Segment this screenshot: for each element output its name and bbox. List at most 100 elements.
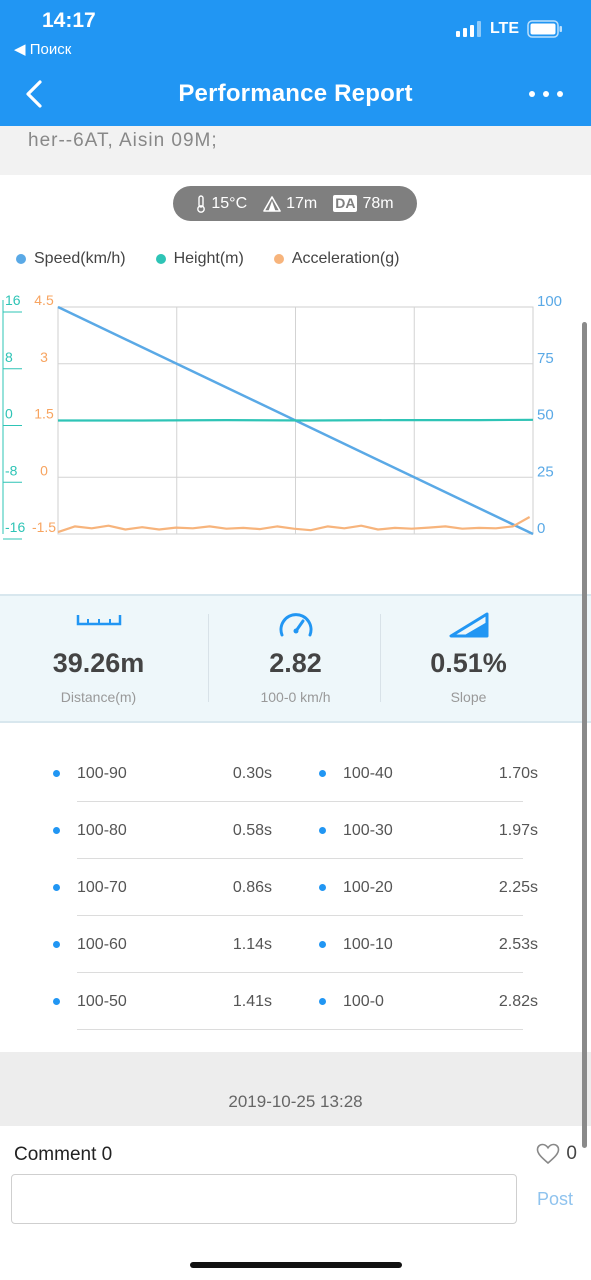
network-type: LTE <box>489 20 519 37</box>
divider <box>277 801 523 802</box>
legend-item-height: Height(m) <box>155 250 244 268</box>
page-title: Performance Report <box>178 80 413 107</box>
bullet-icon <box>319 941 326 948</box>
post-button[interactable]: Post <box>537 1189 574 1209</box>
divider <box>277 915 523 916</box>
legend-label: Speed(km/h) <box>34 250 126 267</box>
like-count: 0 <box>566 1143 577 1164</box>
speedometer-icon <box>279 613 312 637</box>
status-time: 14:17 <box>42 9 96 32</box>
height-axis-tick-label: 16 <box>5 292 21 308</box>
vehicle-info-band: her--6AT, Aisin 09M; <box>0 126 591 175</box>
divider <box>208 614 209 702</box>
split-time: 1.41s <box>232 992 272 1010</box>
accel-axis-tick-label: -1.5 <box>32 519 56 535</box>
metric-distance: 39.26m Distance(m) <box>0 596 197 725</box>
legend-dot <box>273 254 284 264</box>
more-options-button[interactable] <box>529 88 563 100</box>
back-arrow-icon[interactable] <box>20 78 50 110</box>
signal-icon <box>455 21 481 37</box>
split-time: 0.58s <box>232 821 272 839</box>
comment-input[interactable] <box>11 1174 517 1224</box>
speed-axis-tick-label: 75 <box>537 350 554 367</box>
series-line-accel <box>57 516 531 534</box>
chart-legend: Speed(km/h) Height(m) Acceleration(g) <box>16 250 429 268</box>
divider <box>77 972 277 973</box>
status-indicators: LTE <box>455 20 563 38</box>
split-time: 1.70s <box>498 764 538 782</box>
bullet-icon <box>319 998 326 1005</box>
report-timestamp: 2019-10-25 13:28 <box>228 1092 363 1111</box>
performance-chart: 16 8 0 -8 -16 4.5 3 1.5 0 -1.5 100 75 50 25 0 <box>2 292 562 540</box>
speed-axis-tick-label: 50 <box>537 407 554 424</box>
legend-dot <box>155 254 166 264</box>
bullet-icon <box>53 884 60 891</box>
accel-axis-tick-label: 4.5 <box>34 292 54 308</box>
home-indicator[interactable] <box>190 1262 402 1268</box>
split-time: 1.97s <box>498 821 538 839</box>
height-axis-tick-label: -16 <box>5 519 25 535</box>
split-label: 100-10 <box>343 935 393 953</box>
distance-label: Distance(m) <box>60 689 137 705</box>
bullet-icon <box>319 827 326 834</box>
series-line-height <box>58 418 534 422</box>
divider <box>77 915 277 916</box>
density-altitude-badge: DA <box>333 195 358 212</box>
like-button[interactable]: 0 <box>536 1143 577 1165</box>
density-altitude-value: 78m <box>362 194 394 212</box>
accel-axis-tick-label: 0 <box>40 462 48 478</box>
split-label: 100-60 <box>77 935 127 953</box>
accel-axis-tick-label: 3 <box>40 349 48 365</box>
bullet-icon <box>53 770 60 777</box>
more-dot-icon <box>557 91 563 97</box>
more-dot-icon <box>543 91 549 97</box>
split-label: 100-80 <box>77 821 127 839</box>
more-dot-icon <box>529 91 535 97</box>
speed-axis-tick-label: 100 <box>537 293 562 310</box>
legend-dot <box>16 254 26 264</box>
time-label: 100-0 km/h <box>260 689 331 705</box>
conditions-pill: 15°C 17m DA 78m <box>173 186 417 221</box>
slope-icon <box>449 612 488 638</box>
temperature-value: 15°C <box>211 194 248 212</box>
ruler-icon <box>76 615 121 626</box>
divider <box>77 858 277 859</box>
bullet-icon <box>319 884 326 891</box>
legend-label: Acceleration(g) <box>291 250 400 267</box>
comment-count: Comment 0 <box>14 1144 113 1165</box>
bullet-icon <box>53 998 60 1005</box>
metric-time: 2.82 100-0 km/h <box>197 596 394 725</box>
legend-label: Height(m) <box>173 250 244 267</box>
accel-axis-tick-label: 1.5 <box>34 406 54 422</box>
split-time: 0.30s <box>232 764 272 782</box>
metrics-band: 39.26m Distance(m) 2.82 100-0 km/h 0.51%… <box>0 594 591 723</box>
divider <box>277 858 523 859</box>
split-time: 2.82s <box>498 992 538 1010</box>
split-label: 100-40 <box>343 764 393 782</box>
split-label: 100-30 <box>343 821 393 839</box>
bullet-icon <box>319 770 326 777</box>
scrollbar[interactable] <box>582 322 587 1148</box>
slope-value: 0.51% <box>430 648 507 678</box>
divider <box>77 801 277 802</box>
speed-axis-tick-label: 25 <box>537 463 554 480</box>
divider <box>380 614 381 702</box>
height-axis-tick-label: 8 <box>5 349 13 365</box>
divider <box>277 972 523 973</box>
split-label: 100-20 <box>343 878 393 896</box>
legend-item-speed: Speed(km/h) <box>16 250 126 268</box>
app-header: 14:17 ◀ Поиск LTE Performance Report <box>0 0 591 126</box>
speed-axis-tick-label: 0 <box>537 520 545 537</box>
split-label: 100-90 <box>77 764 127 782</box>
vehicle-model-text: her--6AT, Aisin 09M; <box>28 130 218 151</box>
time-value: 2.82 <box>269 648 322 678</box>
thermometer-icon <box>197 194 206 213</box>
timestamp-band: 2019-10-25 13:28 <box>0 1052 591 1126</box>
back-to-app-link[interactable]: ◀ Поиск <box>14 41 72 58</box>
bullet-icon <box>53 827 60 834</box>
split-time: 2.25s <box>498 878 538 896</box>
split-label: 100-0 <box>343 992 384 1010</box>
heart-icon <box>537 1143 560 1165</box>
divider <box>77 1029 277 1030</box>
distance-value: 39.26m <box>52 648 145 678</box>
